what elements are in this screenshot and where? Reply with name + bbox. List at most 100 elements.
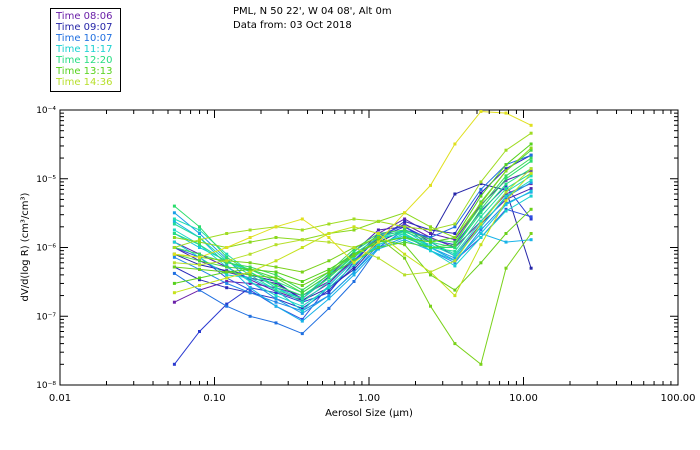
chart-title-location: PML, N 50 22', W 04 08', Alt 0m [233, 6, 392, 17]
data-point [274, 281, 278, 285]
data-point [429, 236, 432, 239]
legend-entry-1007: Time 10:07 [56, 33, 113, 44]
data-point [172, 252, 176, 256]
data-point [274, 265, 278, 269]
data-point [352, 263, 356, 267]
data-point [248, 265, 252, 269]
data-point [225, 281, 229, 285]
data-point [529, 153, 533, 157]
data-point [453, 238, 457, 242]
data-point [376, 243, 380, 247]
data-point [403, 238, 407, 242]
data-point [300, 246, 304, 249]
data-point [225, 265, 229, 269]
data-point [504, 209, 508, 213]
y-axis-label: dV/d(log R) (cm³/cm³) [20, 192, 31, 301]
data-point [327, 306, 331, 310]
data-point [327, 284, 331, 287]
data-point [327, 273, 331, 277]
data-point [479, 209, 483, 213]
data-point [327, 222, 331, 226]
data-point [327, 297, 331, 301]
legend-entry-1313: Time 13:13 [56, 66, 113, 77]
data-point [504, 266, 508, 270]
data-point [274, 321, 278, 325]
data-point [274, 273, 278, 277]
data-point [529, 131, 533, 135]
data-point [327, 259, 331, 263]
data-point [479, 236, 483, 239]
data-point [376, 219, 380, 223]
data-point [300, 319, 304, 323]
y-tick-label: 10⁻⁸ [36, 381, 56, 391]
data-point [172, 217, 176, 221]
data-point [274, 304, 278, 308]
data-point [198, 228, 201, 232]
data-point [529, 187, 533, 191]
data-point [376, 236, 380, 239]
data-point [453, 254, 457, 258]
data-point [300, 297, 304, 301]
data-point [479, 110, 483, 113]
data-point [274, 276, 278, 280]
data-point [327, 276, 331, 280]
series-1425 [172, 171, 533, 298]
data-point [172, 219, 176, 223]
data-point [529, 169, 533, 173]
data-point [429, 273, 432, 277]
data-point [376, 228, 380, 232]
data-point [352, 261, 356, 265]
data-point [429, 240, 432, 244]
data-point [327, 240, 331, 244]
plot-area: 0.01 0.10 1.00 10.00 100.00 10⁻⁸ 10⁻⁷ 10⁻⁶ 10⁻⁵… [36, 106, 695, 404]
data-point [274, 280, 278, 283]
x-tick-label: 0.01 [49, 393, 71, 404]
data-point [198, 225, 201, 229]
data-point [403, 233, 407, 237]
data-point [172, 300, 176, 304]
data-point [352, 259, 356, 263]
legend-entry-1436: Time 14:36 [56, 77, 113, 88]
data-point [300, 304, 304, 308]
series-1445 [172, 110, 533, 265]
data-point [529, 123, 533, 127]
x-tick-label: 100.00 [661, 393, 696, 404]
data-point [453, 249, 457, 253]
data-point [529, 266, 533, 270]
data-point [504, 174, 508, 178]
data-point [172, 240, 176, 244]
data-point [504, 190, 508, 194]
data-point [172, 291, 176, 295]
data-point [225, 304, 229, 308]
data-point [225, 261, 229, 265]
chart-subtitle-date: Data from: 03 Oct 2018 [233, 20, 352, 31]
data-point [198, 263, 201, 267]
series-layer [172, 110, 533, 366]
data-point [453, 243, 457, 247]
data-point [274, 297, 278, 301]
data-point [327, 280, 331, 283]
data-point [225, 276, 229, 280]
data-point [504, 111, 508, 115]
data-point [300, 317, 304, 321]
data-point [453, 225, 457, 229]
data-point [429, 225, 432, 229]
data-point [274, 291, 278, 295]
data-point [453, 264, 457, 268]
data-point [172, 222, 176, 226]
legend-entry-1117: Time 11:17 [56, 44, 113, 55]
data-point [198, 288, 201, 292]
data-point [172, 271, 176, 275]
data-point [225, 302, 229, 306]
data-point [529, 159, 533, 163]
data-point [429, 238, 432, 242]
data-point [172, 236, 176, 239]
data-point [529, 189, 533, 193]
data-point [248, 240, 252, 244]
data-point [198, 278, 201, 282]
data-point [479, 182, 483, 186]
data-point [504, 192, 508, 196]
data-point [300, 309, 304, 313]
data-point [274, 300, 278, 304]
data-point [504, 203, 508, 207]
